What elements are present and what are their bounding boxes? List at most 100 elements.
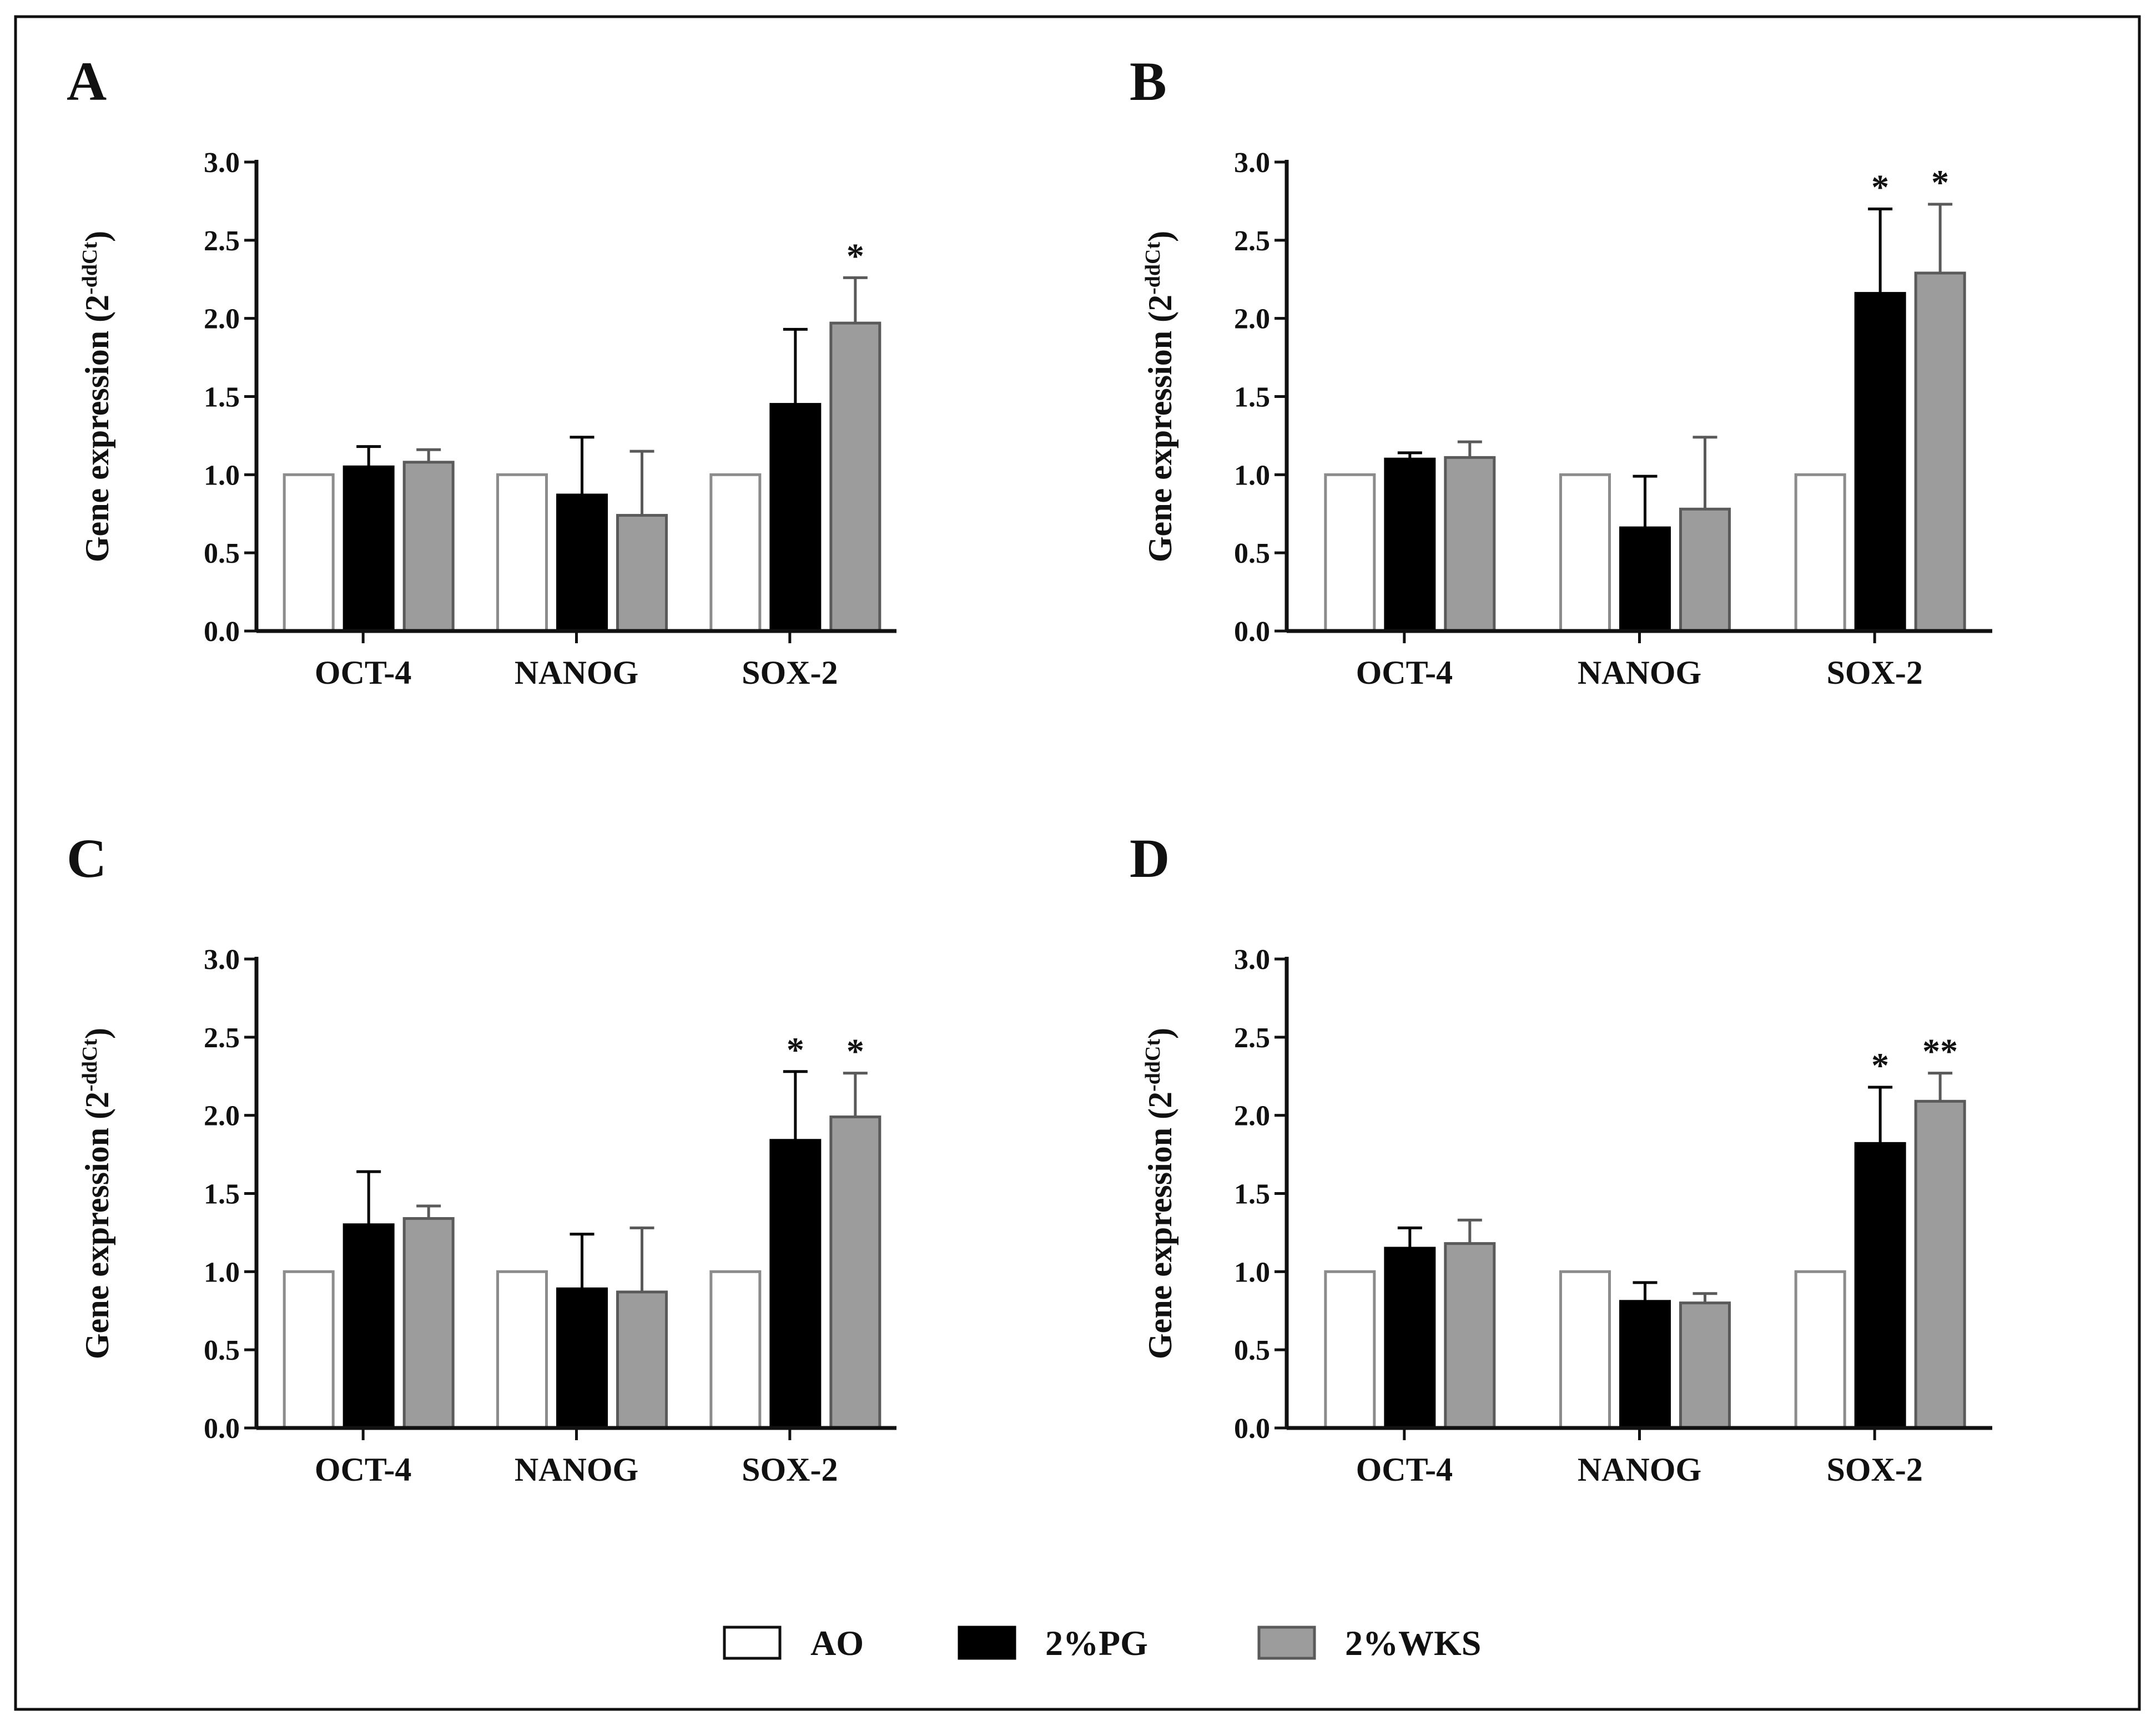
legend-swatch <box>958 1626 1016 1660</box>
y-tick-label: 2.0 <box>1234 304 1270 335</box>
x-tick-label: OCT-4 <box>315 1451 412 1488</box>
x-tick-label: NANOG <box>515 1451 638 1488</box>
y-tick-label: 0.0 <box>1234 1413 1270 1445</box>
significance-star: * <box>1871 168 1889 207</box>
bar <box>1914 1099 1966 1430</box>
bar <box>829 321 881 633</box>
bar <box>1794 1270 1846 1430</box>
y-tick-label: 1.0 <box>1234 1256 1270 1288</box>
figure-frame <box>14 15 2141 1711</box>
bar <box>1324 1270 1376 1430</box>
bar <box>283 473 335 633</box>
y-axis-title: Gene expression (2-ddCt) <box>1141 231 1178 562</box>
chart-panel-b: B Gene expression (2-ddCt) 0.0 0.5 1.0 1.5 2.0… <box>1130 51 1992 691</box>
y-tick-label: 3.0 <box>204 944 240 976</box>
y-tick-label: 3.0 <box>1234 944 1270 976</box>
bar <box>1384 1246 1436 1430</box>
y-axis-title-close: ) <box>1142 1028 1178 1039</box>
legend-label: AO <box>810 1623 864 1663</box>
y-axis-title-close: ) <box>1142 231 1178 242</box>
legend-swatch <box>1257 1626 1316 1660</box>
bar <box>496 1270 548 1430</box>
y-axis-title-main: Gene expression (2 <box>79 1092 115 1359</box>
bar <box>709 1270 762 1430</box>
y-tick-label: 2.0 <box>204 1101 240 1132</box>
bar <box>1854 1142 1906 1430</box>
bar <box>1619 526 1671 633</box>
bar <box>496 473 548 633</box>
bar <box>1559 473 1611 633</box>
bar <box>402 461 455 633</box>
significance-star: * <box>787 1030 804 1069</box>
y-tick-label: 2.0 <box>204 304 240 335</box>
significance-star: * <box>1931 163 1949 202</box>
bar <box>709 473 762 633</box>
y-tick-label: 0.5 <box>1234 1335 1270 1366</box>
bar <box>1794 473 1846 633</box>
y-axis-title-main: Gene expression (2 <box>79 295 115 562</box>
y-axis-title: Gene expression (2-ddCt) <box>1141 1028 1178 1359</box>
y-tick-label: 1.0 <box>204 460 240 491</box>
chart-panel-a: A Gene expression (2-ddCt) 0.0 0.5 1.0 1.5 2.0… <box>67 51 896 691</box>
y-axis-title-main: Gene expression (2 <box>1142 1092 1178 1359</box>
y-tick-label: 2.5 <box>204 225 240 257</box>
y-axis-title: Gene expression (2-ddCt) <box>78 1028 115 1359</box>
significance-star: * <box>1871 1046 1889 1085</box>
x-tick-label: SOX-2 <box>742 654 838 691</box>
bar <box>616 1290 668 1430</box>
bar <box>1679 1301 1731 1430</box>
y-tick-label: 0.0 <box>1234 616 1270 648</box>
y-axis-title: Gene expression (2-ddCt) <box>78 231 115 562</box>
bar <box>1444 1242 1496 1430</box>
legend-swatch <box>723 1626 782 1660</box>
legend-label: 2%PG <box>1045 1623 1148 1663</box>
bar <box>829 1115 881 1430</box>
y-tick-label: 2.5 <box>1234 225 1270 257</box>
bar <box>1914 271 1966 633</box>
x-tick-label: NANOG <box>1578 1451 1701 1488</box>
bar <box>1324 473 1376 633</box>
panel-label: A <box>67 51 107 112</box>
x-tick-label: OCT-4 <box>1356 1451 1453 1488</box>
bar <box>1559 1270 1611 1430</box>
y-tick-label: 1.5 <box>204 382 240 413</box>
bar <box>1619 1300 1671 1430</box>
panel-label: B <box>1130 51 1167 112</box>
bar <box>1679 507 1731 633</box>
bar <box>556 493 608 633</box>
bar <box>616 514 668 633</box>
legend: AO 2%PG 2%WKS <box>723 1623 1481 1663</box>
panel-label: C <box>67 827 107 889</box>
x-tick-label: SOX-2 <box>1826 654 1922 691</box>
x-tick-label: OCT-4 <box>315 654 412 691</box>
y-axis-title-superscript: -ddCt <box>78 1039 102 1092</box>
legend-label: 2%WKS <box>1345 1623 1481 1663</box>
y-axis-title-main: Gene expression (2 <box>1142 295 1178 562</box>
bar <box>342 1223 395 1430</box>
x-tick-label: NANOG <box>515 654 638 691</box>
bar <box>769 1139 822 1430</box>
y-tick-label: 1.0 <box>1234 460 1270 491</box>
bar <box>556 1287 608 1430</box>
y-axis-title-superscript: -ddCt <box>1141 1039 1165 1092</box>
y-tick-label: 1.0 <box>204 1256 240 1288</box>
x-tick-label: OCT-4 <box>1356 654 1453 691</box>
bar <box>1384 457 1436 633</box>
significance-star: * <box>847 236 864 275</box>
bar <box>342 465 395 633</box>
panel-label: D <box>1130 827 1170 889</box>
chart-panel-d: D Gene expression (2-ddCt) 0.0 0.5 1.0 1.5 2.0… <box>1130 827 1992 1488</box>
y-axis-title-close: ) <box>79 1028 115 1039</box>
y-tick-label: 2.0 <box>1234 1101 1270 1132</box>
y-tick-label: 2.5 <box>1234 1022 1270 1054</box>
y-tick-label: 0.5 <box>1234 538 1270 569</box>
y-tick-label: 0.0 <box>204 616 240 648</box>
y-tick-label: 0.5 <box>204 538 240 569</box>
bar <box>769 403 822 633</box>
chart-panel-c: C Gene expression (2-ddCt) 0.0 0.5 1.0 1.5 2.0… <box>67 827 896 1488</box>
y-axis-title-superscript: -ddCt <box>78 242 102 295</box>
x-tick-label: SOX-2 <box>742 1451 838 1488</box>
bar <box>1444 456 1496 633</box>
